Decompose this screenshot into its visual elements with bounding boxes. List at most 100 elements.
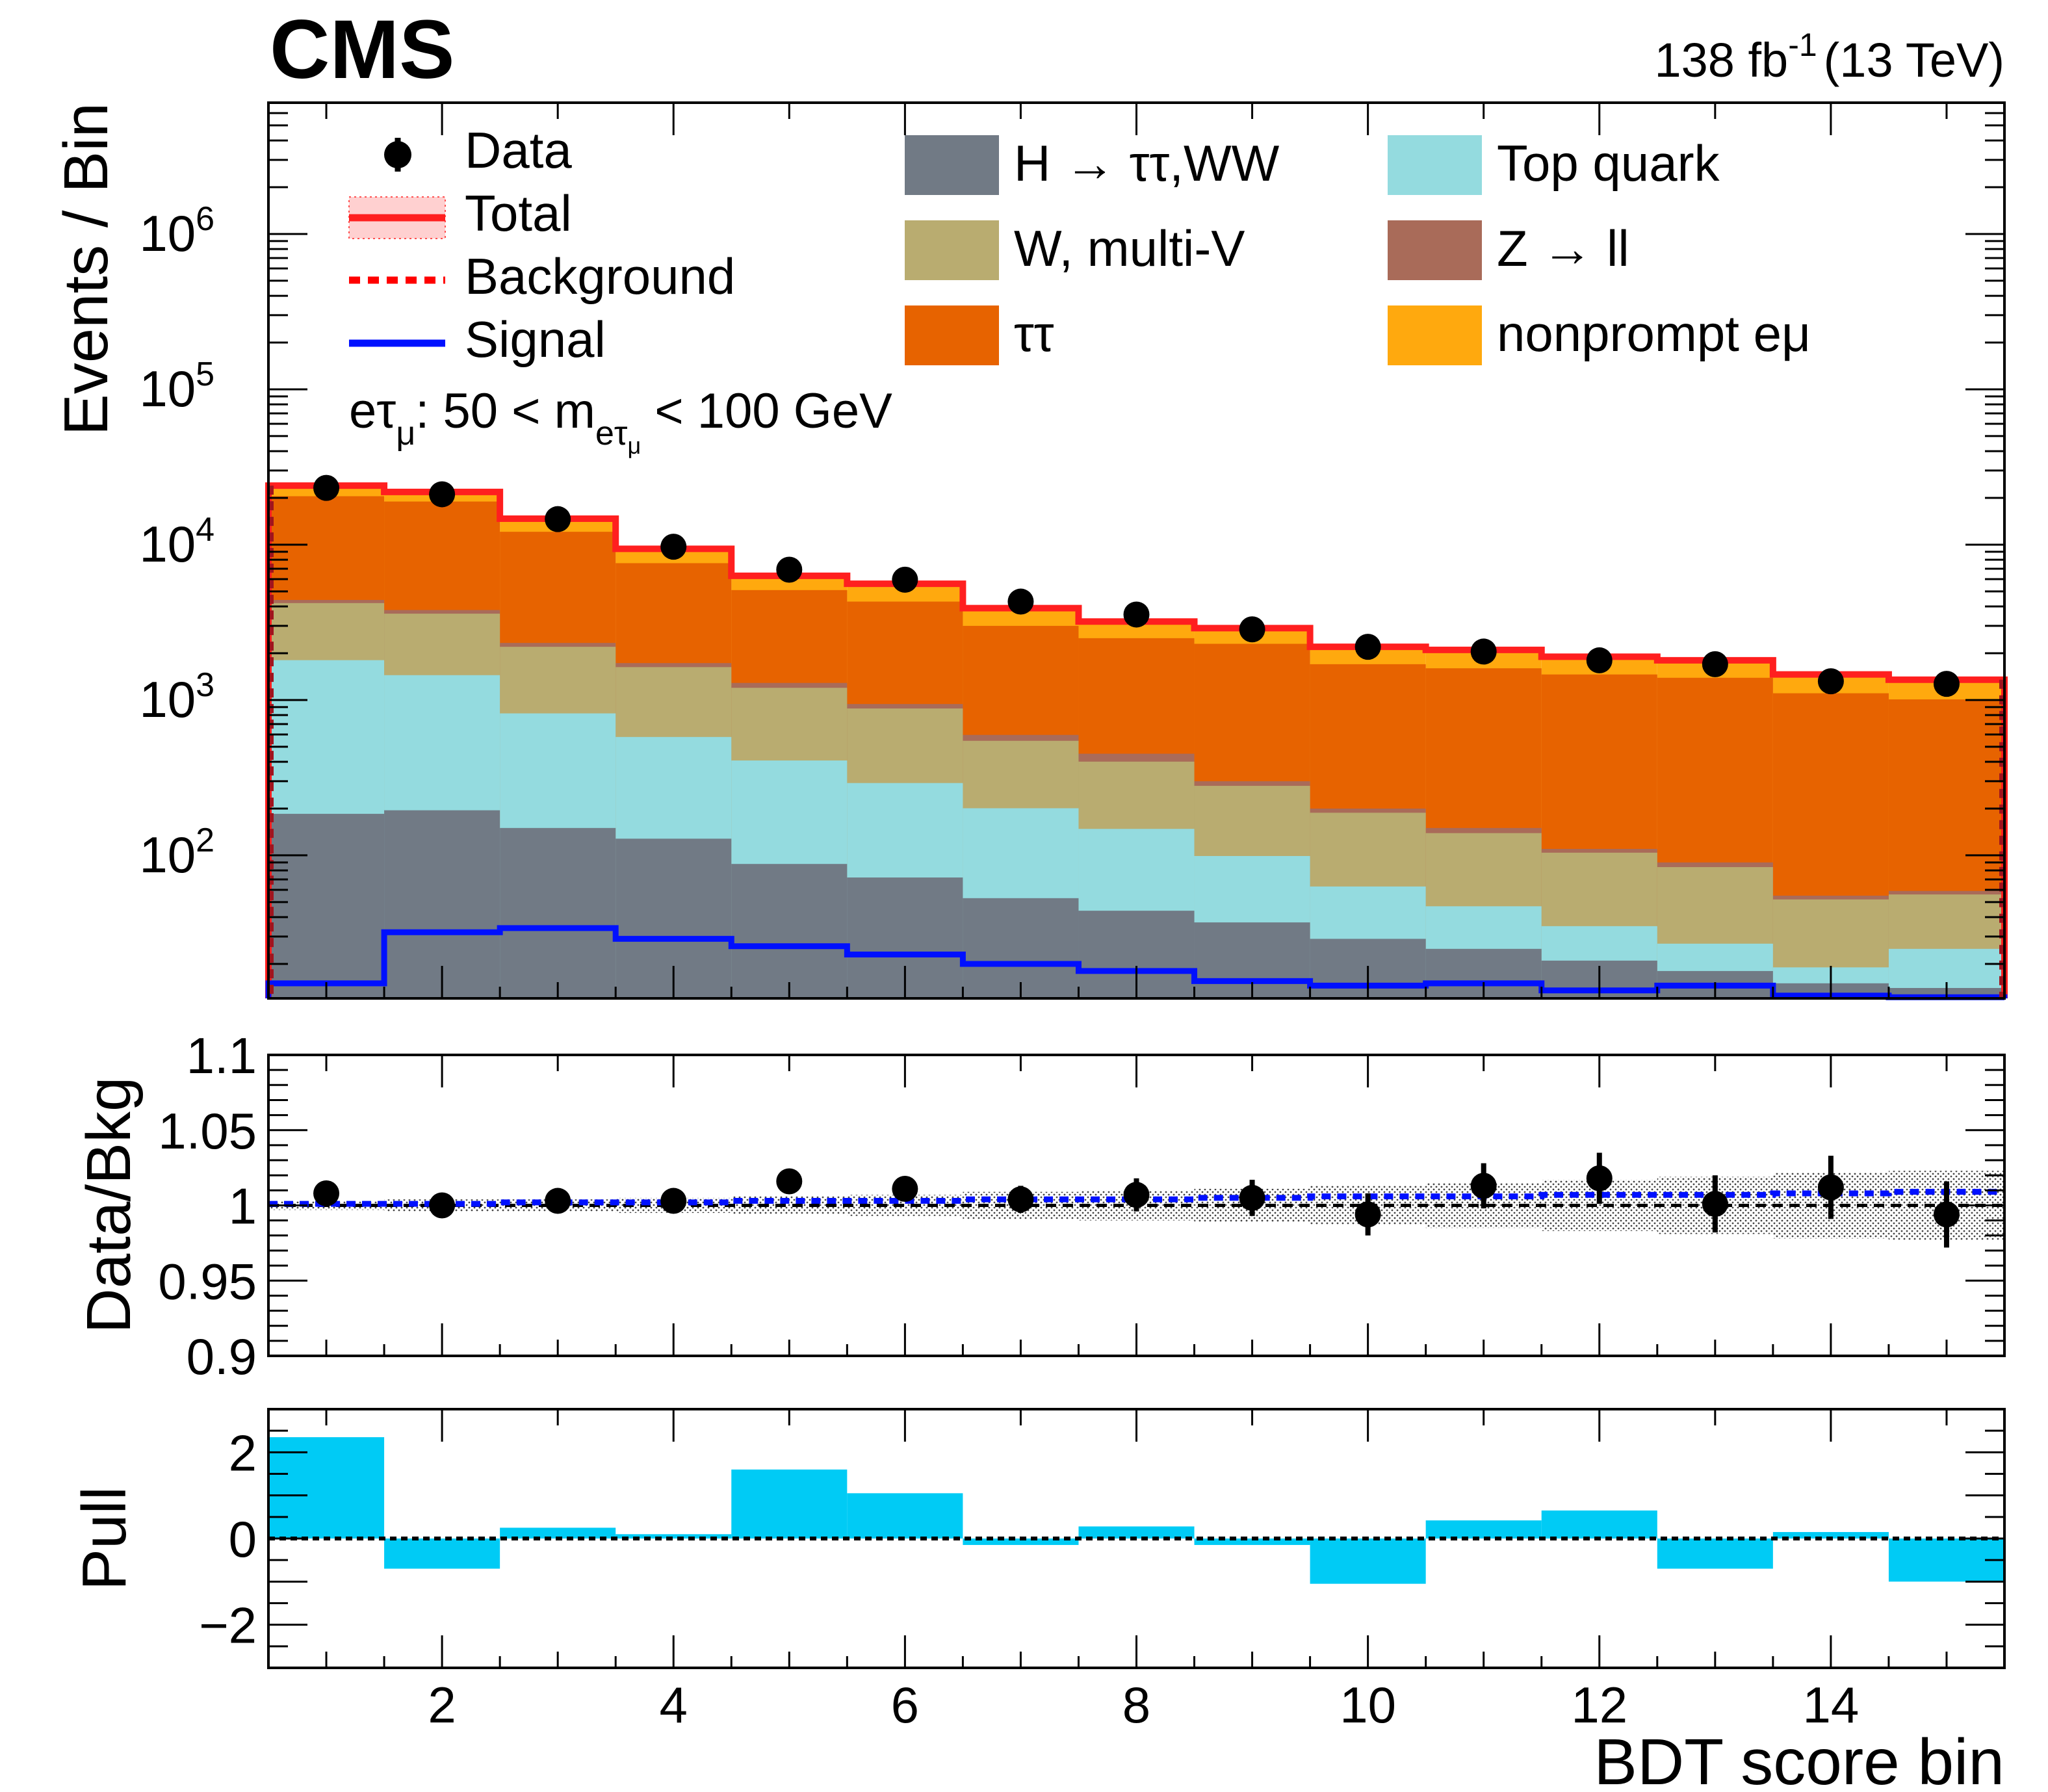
pull-panel: −2 0 2 Pull (70, 1408, 2006, 1669)
x-tick-label: 10 (1340, 1676, 1396, 1734)
pull-bar-bin-14 (1772, 1532, 1889, 1539)
legend-htt-swatch (905, 135, 999, 195)
main-y-tick-label: 105 (139, 356, 214, 417)
data-point-bin-7 (1007, 588, 1034, 615)
pull-bar-bin-4 (616, 1534, 732, 1539)
ratio-point-bin-11 (1470, 1173, 1497, 1199)
data-point-bin-2 (429, 481, 456, 508)
pull-bar-bin-11 (1425, 1520, 1542, 1539)
legend-signal-label: Signal (465, 311, 606, 368)
stack-htt-bin-7 (963, 898, 1079, 998)
legend-entry-background: Background (349, 248, 735, 305)
ratio-axis-ticks: 0.9 0.95 1 1.05 1.1 (158, 1027, 2004, 1385)
ratio-y-tick-label: 0.9 (187, 1328, 257, 1385)
ratio-point-bin-6 (892, 1176, 918, 1202)
pull-bar-bin-5 (731, 1469, 848, 1539)
ratio-point-bin-5 (776, 1168, 803, 1195)
pull-bar-bin-13 (1657, 1539, 1773, 1569)
lumi-value: 138 fb (1654, 33, 1788, 87)
ratio-point-bin-1 (313, 1180, 340, 1206)
pull-y-axis-label: Pull (70, 1487, 139, 1591)
pull-axis-ticks: −2 0 2 (199, 1408, 2004, 1669)
data-point-bin-13 (1702, 651, 1728, 677)
data-points (313, 474, 1960, 697)
legend-background-label: Background (465, 248, 735, 305)
legend-nonprompt-label: nonprompt eμ (1497, 305, 1811, 362)
x-tick-label: 6 (891, 1676, 919, 1734)
legend-top-swatch (1388, 135, 1482, 195)
legend-htt-label: H → ττ,WW (1014, 135, 1280, 192)
legend-total-label: Total (465, 185, 572, 242)
category-tau: τ (376, 383, 396, 439)
pull-content (268, 1437, 2004, 1584)
stacked-histogram (268, 486, 2004, 998)
pull-bar-bin-6 (847, 1493, 963, 1539)
main-y-axis-label: Events / Bin (51, 103, 121, 435)
data-point-bin-10 (1355, 634, 1381, 660)
data-point-bin-5 (776, 556, 803, 583)
data-point-bin-8 (1123, 601, 1150, 628)
legend-entry-top: Top quark (1388, 135, 1720, 195)
legend-wv-label: W, multi-V (1014, 220, 1245, 277)
data-point-bin-14 (1817, 668, 1844, 695)
lumi-exponent: -1 (1788, 27, 1817, 63)
lumi-energy: (13 TeV) (1824, 33, 2004, 87)
main-y-tick-label: 104 (139, 511, 214, 573)
ratio-point-bin-14 (1817, 1174, 1844, 1201)
legend-entry-tautau: ττ (905, 305, 1054, 365)
data-point-bin-3 (545, 506, 571, 532)
legend-entry-total: Total (348, 185, 572, 242)
legend-zll-swatch (1388, 220, 1482, 280)
legend-entry-nonprompt: nonprompt eμ (1388, 305, 1811, 365)
ratio-y-tick-label: 1 (229, 1178, 257, 1235)
pull-bar-bin-2 (384, 1539, 500, 1569)
ratio-y-tick-label: 0.95 (158, 1253, 257, 1310)
pull-bar-bin-10 (1310, 1539, 1426, 1584)
main-y-tick-label: 102 (139, 822, 214, 883)
data-point-bin-12 (1586, 647, 1613, 673)
data-point-bin-6 (892, 566, 918, 593)
legend-nonprompt-swatch (1388, 305, 1482, 365)
ratio-point-bin-4 (660, 1188, 687, 1214)
category-subscript: eτ (595, 415, 628, 452)
data-point-bin-15 (1933, 671, 1960, 697)
ratio-panel: 0.9 0.95 1 1.05 1.1 Data/Bkg (74, 1027, 2006, 1385)
category-label: eτμ: 50 < meτμ < 100 GeV (349, 383, 892, 459)
ratio-point-bin-9 (1239, 1184, 1265, 1211)
legend-entry-data: Data (384, 122, 572, 179)
ratio-point-bin-10 (1355, 1201, 1381, 1228)
x-tick-labels: 2 4 6 8 10 12 14 (428, 1676, 1859, 1734)
pull-y-tick-label: 0 (229, 1511, 257, 1568)
data-point-bin-11 (1470, 638, 1497, 665)
legend-wv-swatch (905, 220, 999, 280)
pull-bar-bin-12 (1541, 1510, 1657, 1539)
data-point-bin-1 (313, 474, 340, 501)
legend-entry-zll: Z → ll (1388, 220, 1629, 280)
category-subsubscript: μ (627, 432, 641, 459)
category-text-1: : 50 < m (415, 383, 595, 439)
pull-y-tick-label: −2 (199, 1597, 257, 1654)
ratio-signal-line (268, 1189, 2004, 1207)
legend-entry-htt: H → ττ,WW (905, 135, 1280, 195)
category-text-2: < 100 GeV (641, 383, 892, 439)
pull-bar-bin-8 (1078, 1526, 1195, 1539)
legend-data-label: Data (465, 122, 572, 179)
x-tick-label: 8 (1122, 1676, 1150, 1734)
ratio-y-tick-label: 1.05 (158, 1102, 257, 1160)
data-point-bin-4 (660, 534, 687, 560)
ratio-y-axis-label: Data/Bkg (74, 1077, 144, 1334)
legend-zll-label: Z → ll (1497, 220, 1629, 277)
legend-tautau-swatch (905, 305, 999, 365)
category-mu: μ (396, 415, 415, 452)
pull-bar-bin-1 (268, 1437, 385, 1539)
stack-htt-bin-3 (500, 827, 616, 998)
stack-htt-bin-1 (268, 814, 385, 998)
category-prefix: e (349, 383, 376, 439)
legend: Data Total Background Signal H → ττ,WW (348, 122, 1811, 459)
ratio-point-bin-8 (1123, 1182, 1150, 1208)
x-axis-label: BDT score bin (1594, 1726, 2004, 1792)
x-tick-label: 14 (1803, 1676, 1860, 1734)
ratio-point-bin-12 (1586, 1165, 1613, 1191)
legend-entry-wv: W, multi-V (905, 220, 1245, 280)
